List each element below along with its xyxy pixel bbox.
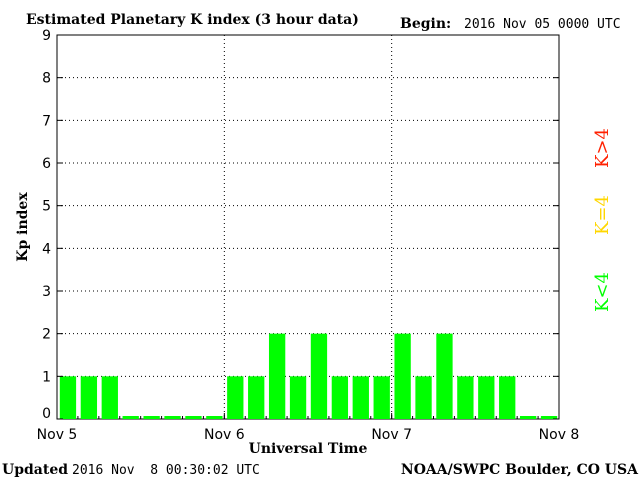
y-tick-label: 2 (42, 327, 51, 343)
kp-bar (415, 376, 432, 419)
kp-bar (164, 416, 181, 419)
y-tick-label: 8 (42, 71, 51, 87)
kp-bar (227, 376, 244, 419)
kp-bar (331, 376, 349, 419)
y-axis-label: Kp index (15, 192, 31, 262)
kp-bar (289, 376, 307, 419)
credit-text: NOAA/SWPC Boulder, CO USA (401, 462, 639, 478)
kp-bar (268, 333, 286, 419)
y-tick-label: 5 (42, 199, 51, 215)
kp-bar (519, 416, 537, 419)
legend-k-greater-4: K>4 (592, 128, 613, 168)
begin-label: Begin: (400, 16, 451, 32)
x-tick-label: Nov 5 (37, 427, 78, 443)
y-tick-label: 7 (42, 113, 51, 129)
y-tick-label: 4 (42, 241, 51, 257)
x-tick-label: Nov 6 (204, 427, 245, 443)
legend: K>4 K=4 K<4 (592, 128, 613, 312)
kp-bar (352, 376, 369, 419)
y-tick-label: 1 (42, 369, 51, 385)
kp-bar (80, 376, 98, 419)
kp-bar (540, 416, 558, 419)
kp-bar (499, 376, 516, 419)
kp-bar (185, 416, 202, 419)
y-tick-label: 9 (42, 28, 51, 44)
kp-bar (143, 416, 160, 419)
x-tick-label: Nov 8 (539, 427, 580, 443)
plot-area (56, 34, 560, 420)
legend-k-equal-4: K=4 (592, 195, 613, 235)
chart-title: Estimated Planetary K index (3 hour data… (26, 12, 359, 28)
kp-bar (394, 333, 411, 419)
kp-bar (457, 376, 474, 419)
y-tick-label: 3 (42, 284, 51, 300)
x-axis-label: Universal Time (249, 441, 368, 457)
kp-bar (122, 416, 139, 419)
y-tick-label: 0 (42, 406, 51, 422)
kp-bar (373, 376, 390, 419)
kp-bar (101, 376, 118, 419)
kp-bar (478, 376, 495, 419)
y-tick-label: 6 (42, 156, 51, 172)
x-tick-label: Nov 7 (371, 427, 412, 443)
legend-k-less-4: K<4 (592, 272, 613, 312)
kp-bar (436, 333, 453, 419)
kp-bar (59, 376, 77, 419)
bars (59, 333, 558, 419)
updated-value: 2016 Nov 8 00:30:02 UTC (72, 463, 260, 478)
kp-bar (248, 376, 265, 419)
begin-value: 2016 Nov 05 0000 UTC (464, 17, 621, 32)
kp-bar (206, 416, 223, 419)
grid (57, 35, 559, 419)
kp-bar (310, 333, 328, 419)
updated-label: Updated (2, 462, 68, 478)
x-axis: Nov 5 Nov 6 Nov 7 Nov 8 (37, 413, 580, 443)
y-axis: 0 1 2 3 4 5 6 7 8 9 (42, 28, 559, 422)
